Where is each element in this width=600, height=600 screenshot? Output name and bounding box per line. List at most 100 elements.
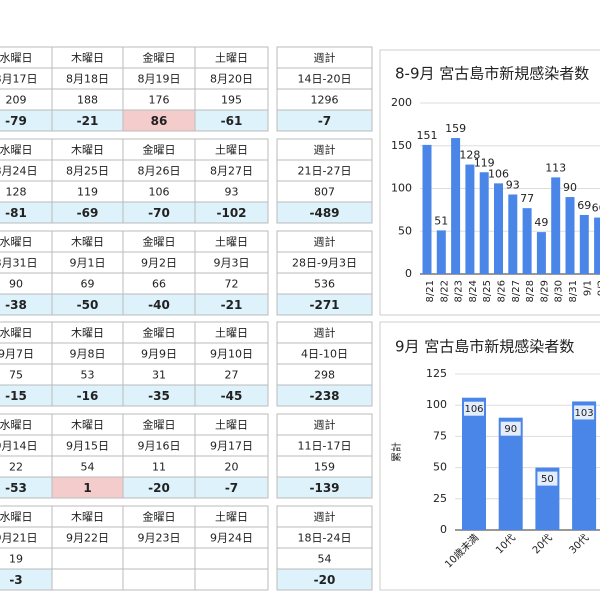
count: 11: [152, 461, 166, 474]
count: 128: [6, 186, 27, 199]
total-count: 54: [318, 553, 332, 566]
x-tick-label: 9/1: [582, 280, 593, 296]
diff: 86: [151, 114, 168, 128]
cell: [194, 109, 269, 132]
value-label-bg: [464, 401, 484, 416]
day-header: 木曜日: [71, 419, 104, 432]
bar: [572, 401, 597, 530]
day-header: 水曜日: [0, 52, 33, 65]
count: 54: [81, 461, 95, 474]
value-label: 106: [464, 404, 483, 415]
x-tick-label: 8/28: [525, 280, 536, 302]
cell: [0, 547, 53, 570]
count: 106: [149, 186, 170, 199]
diff: -35: [148, 389, 170, 403]
diff: -102: [216, 206, 246, 220]
x-tick-label: 8/26: [497, 280, 508, 302]
total-diff: -271: [309, 298, 339, 312]
cell: [122, 568, 196, 591]
day-header: 土曜日: [215, 144, 248, 157]
cell: [0, 272, 53, 295]
count: 69: [81, 278, 95, 291]
count: 31: [152, 369, 166, 382]
value-label: 113: [545, 161, 566, 174]
value-label: 103: [575, 408, 594, 419]
day-header: 金曜日: [143, 235, 176, 249]
y-tick-label: 50: [433, 461, 447, 474]
cell: [194, 568, 269, 591]
bar: [479, 172, 489, 274]
count: 20: [225, 461, 239, 474]
chart-frame: [379, 49, 600, 316]
x-tick-label: 8/24: [468, 280, 479, 302]
total-count: 159: [314, 461, 335, 474]
total-count: 536: [314, 278, 335, 291]
day-header: 土曜日: [215, 52, 248, 65]
x-tick-label: 8/21: [425, 280, 436, 302]
x-tick-label: 8/30: [554, 280, 565, 302]
count: 90: [9, 278, 23, 291]
value-label: 93: [506, 178, 520, 191]
date: 9月3日: [214, 257, 250, 270]
day-header: 水曜日: [0, 511, 33, 524]
total-header: 週計: [314, 51, 336, 65]
bar: [536, 232, 546, 274]
diff: -61: [221, 114, 243, 128]
day-header: 土曜日: [215, 327, 248, 340]
value-label: 90: [563, 181, 577, 194]
diff: -45: [221, 389, 243, 403]
day-header: 金曜日: [143, 418, 176, 432]
total-diff: -238: [309, 389, 339, 403]
cell: [194, 547, 269, 570]
count: 209: [6, 94, 27, 107]
date: 8月26日: [138, 165, 181, 178]
cell: [276, 476, 373, 499]
diff: -38: [5, 298, 27, 312]
total-header: 週計: [314, 235, 336, 249]
value-label: 106: [488, 167, 509, 180]
value-label: 51: [434, 214, 448, 227]
count: 27: [225, 369, 239, 382]
day-header: 土曜日: [215, 511, 248, 524]
day-header: 金曜日: [143, 326, 176, 340]
count: 66: [152, 278, 166, 291]
bar: [551, 177, 561, 274]
value-label: 159: [445, 122, 466, 135]
bar: [494, 183, 503, 274]
day-header: 土曜日: [215, 236, 248, 249]
value-label: 128: [459, 149, 480, 162]
count: 22: [9, 461, 23, 474]
total-count: 807: [314, 186, 335, 199]
date: 9月1日: [70, 257, 106, 270]
day-header: 水曜日: [0, 419, 33, 432]
value-label: 151: [417, 129, 438, 142]
bar: [462, 397, 486, 530]
day-header: 木曜日: [71, 144, 104, 157]
total-header: 週計: [314, 510, 336, 524]
x-tick-label: 8/23: [454, 280, 465, 302]
total-range: 21日-27日: [298, 165, 352, 178]
date: 9月10日: [210, 348, 253, 361]
day-header: 金曜日: [143, 51, 176, 65]
diff: -40: [148, 298, 170, 312]
cell: [276, 384, 373, 407]
cell: [0, 363, 53, 386]
total-range: 4日-10日: [301, 348, 348, 361]
diff: -16: [77, 389, 99, 403]
bar: [422, 144, 432, 274]
value-label: 119: [474, 156, 495, 169]
date: 9月21日: [0, 532, 38, 545]
x-tick-label: 8/29: [539, 280, 550, 302]
bar: [451, 138, 461, 274]
value-label: 69: [577, 199, 591, 212]
bar: [465, 164, 475, 274]
y-tick-label: 0: [440, 523, 447, 536]
cell: [276, 201, 373, 224]
cell: [276, 109, 373, 132]
cell: [122, 547, 196, 570]
day-header: 水曜日: [0, 144, 33, 157]
y-tick-label: 100: [391, 182, 412, 195]
y-axis-label: 累計: [390, 442, 403, 462]
x-tick-label: 8/22: [439, 280, 450, 302]
value-label-bg: [537, 471, 558, 486]
